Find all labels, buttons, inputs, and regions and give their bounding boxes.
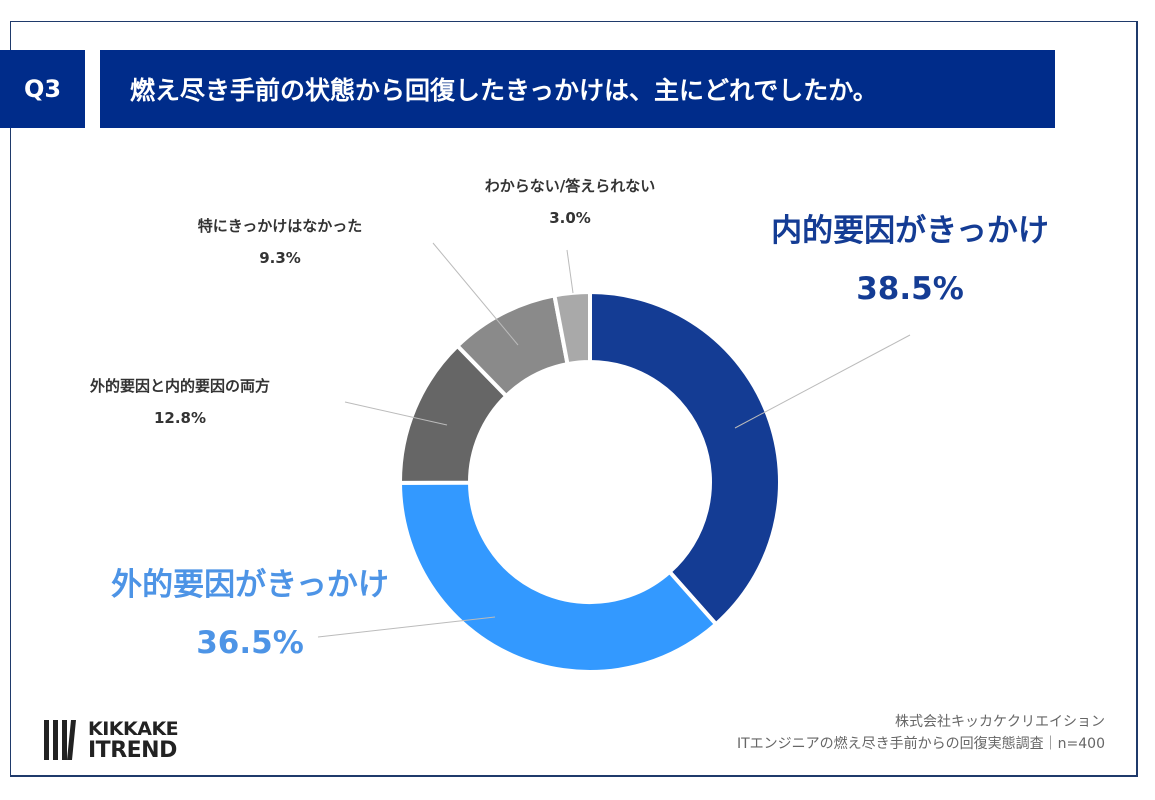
leader-line-both: [344, 401, 448, 426]
label-external: 外的要因がきっかけ 36.5%: [70, 556, 430, 672]
label-unknown-value: 3.0%: [549, 209, 591, 227]
slice-unknown: [552, 289, 592, 367]
leader-line-unknown: [566, 249, 574, 294]
label-internal-name: 内的要因がきっかけ: [771, 213, 1049, 249]
logo-line2: ITREND: [88, 738, 177, 763]
label-unknown: わからない/答えられない 3.0%: [420, 170, 720, 234]
logo-line1: KIKKAKE: [88, 718, 179, 740]
label-unknown-name: わからない/答えられない: [484, 177, 656, 195]
survey-name: ITエンジニアの燃え尽き手前からの回復実態調査｜n=400: [736, 736, 1105, 752]
slice-internal: [588, 289, 782, 628]
company-name: 株式会社キッカケクリエイション: [895, 714, 1105, 730]
kikkake-itrend-logo: KIKKAKE ITREND: [42, 718, 179, 763]
leader-line-none: [432, 242, 519, 346]
frame: [10, 21, 1138, 777]
label-internal: 内的要因がきっかけ 38.5%: [730, 202, 1090, 318]
question-title: 燃え尽き手前の状態から回復したきっかけは、主にどれでしたか。: [100, 50, 1055, 128]
logo-mark-icon: [44, 720, 76, 760]
label-external-name: 外的要因がきっかけ: [111, 567, 389, 603]
label-none-name: 特にきっかけはなかった: [197, 217, 363, 235]
label-none: 特にきっかけはなかった 9.3%: [150, 210, 410, 274]
label-both-value: 12.8%: [153, 409, 207, 427]
label-internal-value: 38.5%: [856, 271, 964, 307]
label-external-value: 36.5%: [196, 625, 304, 661]
leader-line-external: [317, 616, 496, 638]
source-credit: 株式会社キッカケクリエイション ITエンジニアの燃え尽き手前からの回復実態調査｜…: [737, 711, 1105, 755]
slice-external: [397, 480, 719, 674]
label-both: 外的要因と内的要因の両方 12.8%: [60, 370, 300, 434]
label-none-value: 9.3%: [259, 249, 301, 267]
label-both-name: 外的要因と内的要因の両方: [89, 377, 270, 395]
question-number: Q3: [0, 50, 85, 128]
leader-line-internal: [734, 334, 911, 429]
